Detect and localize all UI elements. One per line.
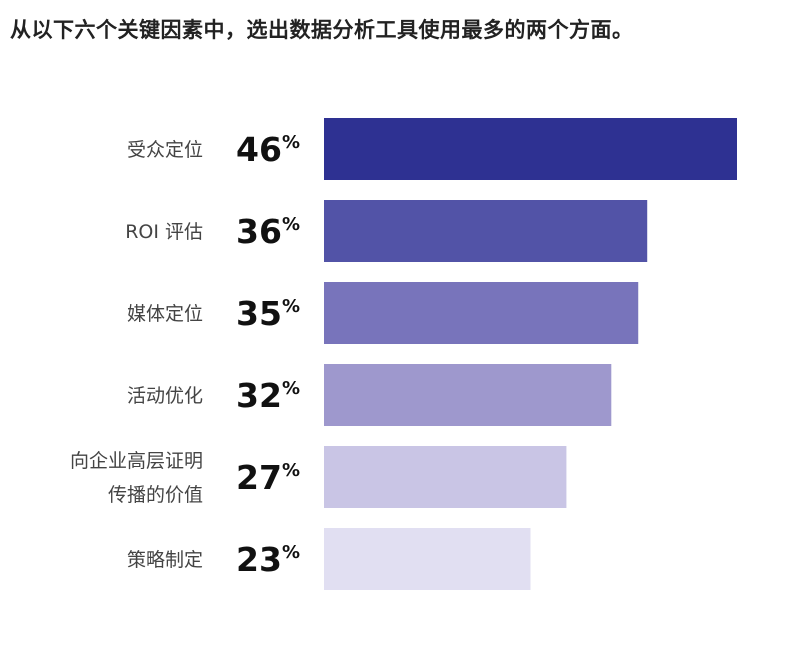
category-label: 媒体定位	[127, 303, 203, 325]
category-label: 向企业高层证明	[70, 450, 203, 472]
value-label: 46%	[236, 130, 300, 169]
value-label: 23%	[236, 540, 300, 579]
bar-1	[324, 118, 737, 180]
bar-5	[324, 446, 567, 508]
value-label: 32%	[236, 376, 300, 415]
bar-4	[324, 364, 612, 426]
bar-3	[324, 282, 639, 344]
value-label: 35%	[236, 294, 300, 333]
value-label: 27%	[236, 458, 300, 497]
chart-title: 从以下六个关键因素中，选出数据分析工具使用最多的两个方面。	[10, 18, 634, 42]
category-label: ROI 评估	[125, 221, 203, 243]
category-label: 活动优化	[127, 385, 203, 407]
category-label: 受众定位	[127, 139, 203, 161]
category-label: 传播的价值	[108, 484, 203, 506]
category-label: 策略制定	[127, 549, 203, 571]
value-label: 36%	[236, 212, 300, 251]
bar-6	[324, 528, 531, 590]
bar-2	[324, 200, 648, 262]
